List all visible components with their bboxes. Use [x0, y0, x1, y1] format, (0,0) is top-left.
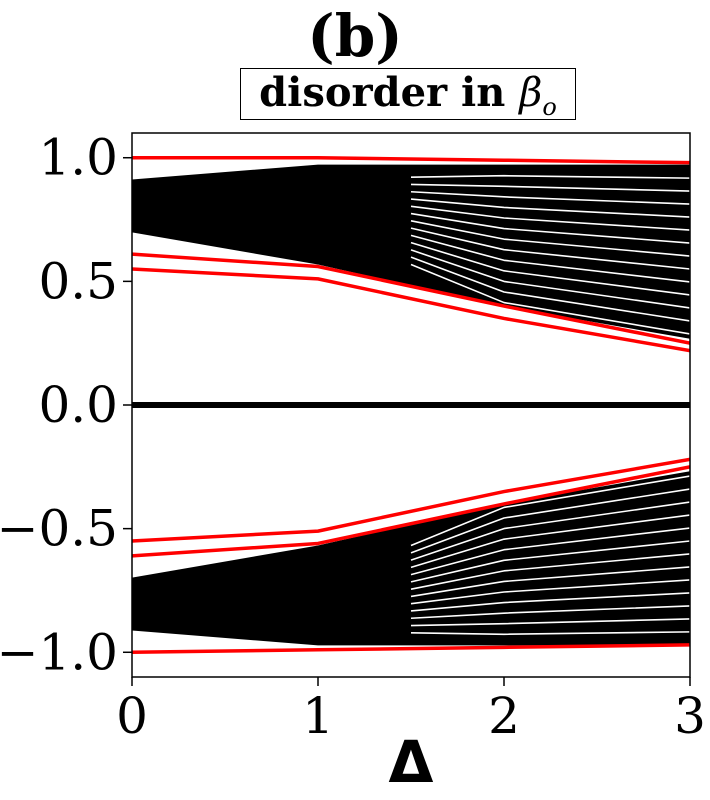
x-axis: 0 1 2 3 [116, 677, 706, 745]
series-line-6 [132, 643, 690, 655]
eigenvalue-band [132, 164, 690, 646]
band-gap-line [410, 527, 690, 576]
band-gap-line [410, 475, 690, 547]
y-tick-label: 0.0 [38, 376, 118, 434]
y-tick-label: −0.5 [0, 500, 118, 558]
chart-title: disorder in βo [240, 68, 576, 121]
band-gap-line [410, 241, 690, 296]
series-line-3 [132, 267, 690, 353]
y-tick-label: −1.0 [0, 623, 118, 681]
band-gap-line [410, 227, 690, 270]
series-line-4 [132, 457, 690, 543]
series-line-2 [132, 252, 690, 345]
title-prefix: disorder in [259, 69, 520, 116]
series-layer [132, 155, 690, 655]
band-gap-line [410, 190, 690, 205]
panel-label: (b) [307, 2, 403, 70]
band-gap-line [410, 553, 690, 590]
band-gap-line [410, 263, 690, 335]
y-axis: 1.0 0.5 0.0 −0.5 −1.0 [0, 129, 132, 681]
series-line-5 [132, 465, 690, 558]
x-tick-label: 3 [674, 687, 706, 745]
x-tick-label: 2 [488, 687, 520, 745]
band-gap-line [410, 618, 690, 627]
y-tick-label: 1.0 [38, 129, 118, 187]
band-gap-line [410, 501, 690, 561]
x-axis-label: Δ [389, 728, 434, 796]
band-gap-line [410, 183, 690, 192]
band-gap-line [410, 256, 690, 322]
band-gap-line [410, 579, 690, 605]
band-gap-line [410, 249, 690, 309]
band-gap-line [410, 212, 690, 244]
band-gap-line [410, 488, 690, 554]
band-gap-line [410, 234, 690, 283]
band-gap-line [410, 605, 690, 620]
series-line-1 [132, 155, 690, 165]
x-tick-label: 1 [302, 687, 334, 745]
title-symbol: β [519, 70, 543, 116]
x-tick-label: 0 [116, 687, 148, 745]
band-gap-line [410, 540, 690, 583]
y-tick-label: 0.5 [38, 252, 118, 310]
band-gap-line [410, 174, 690, 179]
band-gap-line [410, 205, 690, 231]
lower-band [132, 471, 690, 646]
title-subscript: o [542, 93, 557, 121]
band-gap-line [410, 514, 690, 569]
upper-band [132, 164, 690, 339]
band-gap-line [410, 198, 690, 218]
band-gap-line [410, 631, 690, 636]
band-gap-line [410, 220, 690, 257]
band-gap-line [410, 592, 690, 612]
band-gap-line [410, 566, 690, 598]
